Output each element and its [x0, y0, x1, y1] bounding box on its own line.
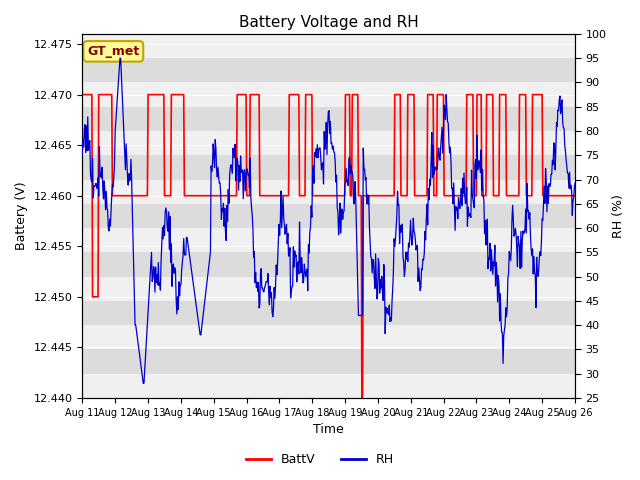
Title: Battery Voltage and RH: Battery Voltage and RH — [239, 15, 419, 30]
Legend: BattV, RH: BattV, RH — [241, 448, 399, 471]
Bar — [83, 349, 575, 373]
Bar — [83, 34, 575, 58]
Bar — [83, 373, 575, 398]
Bar — [83, 325, 575, 349]
Bar — [83, 58, 575, 83]
Bar — [83, 276, 575, 301]
Bar — [83, 107, 575, 131]
Bar — [83, 228, 575, 252]
Y-axis label: Battery (V): Battery (V) — [15, 181, 28, 250]
Y-axis label: RH (%): RH (%) — [612, 194, 625, 238]
Bar — [83, 83, 575, 107]
Bar — [83, 204, 575, 228]
Bar — [83, 301, 575, 325]
Bar — [83, 180, 575, 204]
Bar — [83, 131, 575, 155]
Text: GT_met: GT_met — [87, 45, 140, 58]
Bar — [83, 252, 575, 276]
Bar — [83, 155, 575, 180]
X-axis label: Time: Time — [313, 423, 344, 436]
